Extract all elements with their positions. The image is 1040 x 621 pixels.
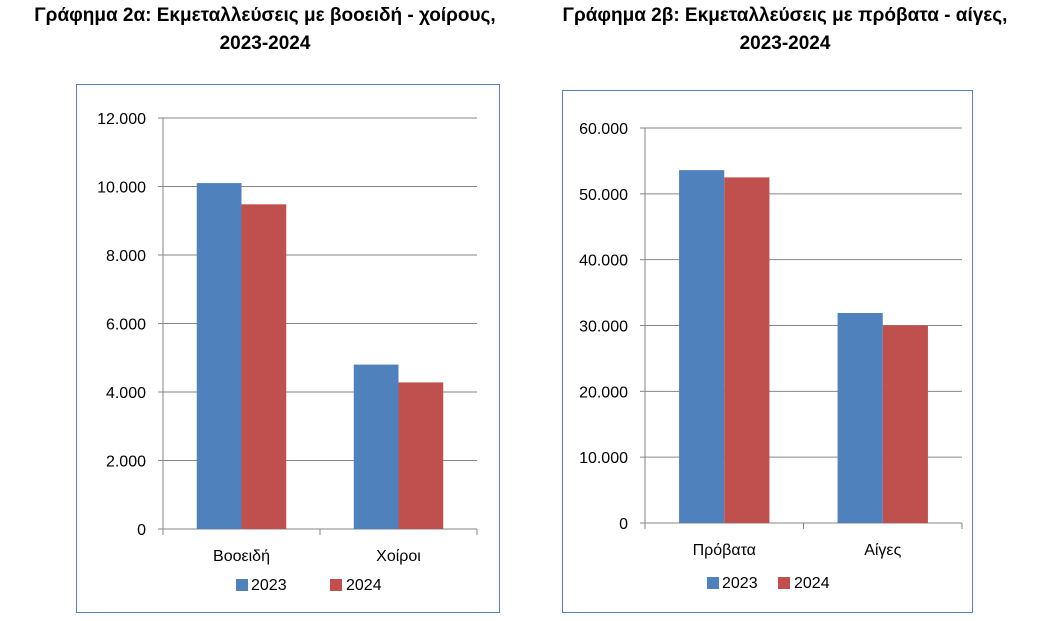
chart-b-ytick-label: 30.000 <box>579 319 628 336</box>
chart-a-ytick-label: 10.000 <box>97 180 146 197</box>
chart-b-ytick-label: 0 <box>619 516 628 533</box>
chart-b-bar-Αίγες-2024 <box>882 325 928 523</box>
chart-b-title: Γράφημα 2β: Εκμεταλλεύσεις με πρόβατα - … <box>530 2 1040 58</box>
chart-a-ytick-label: 8.000 <box>106 248 146 265</box>
chart-a-legend-label-2023: 2023 <box>251 577 287 594</box>
chart-a-ytick-label: 6.000 <box>106 317 146 334</box>
chart-b-category-label: Αίγες <box>864 542 901 559</box>
chart-b-bar-Πρόβατα-2023 <box>679 170 725 523</box>
chart-b-legend-label-2023: 2023 <box>722 575 758 592</box>
chart-b-ytick-label: 60.000 <box>579 121 628 138</box>
chart-a-legend-swatch-2024 <box>330 579 342 591</box>
chart-b-ytick-label: 50.000 <box>579 187 628 204</box>
chart-a-title-line1: Γράφημα 2α: Εκμεταλλεύσεις με βοοειδή - … <box>34 5 496 26</box>
chart-b-title-line2: 2023-2024 <box>739 33 831 54</box>
chart-b-ytick-label: 40.000 <box>579 253 628 270</box>
chart-a-legend-label-2024: 2024 <box>346 577 382 594</box>
chart-a-ytick-label: 0 <box>137 522 146 539</box>
chart-a-ytick-label: 2.000 <box>106 454 146 471</box>
chart-a-bar-Βοοειδή-2024 <box>241 204 287 529</box>
chart-a-category-label: Χοίροι <box>376 548 421 565</box>
chart-a-category-label: Βοοειδή <box>213 548 270 565</box>
chart-b-ytick-label: 10.000 <box>579 450 628 467</box>
chart-b-bar-Αίγες-2023 <box>837 312 883 523</box>
chart-b-title-line1: Γράφημα 2β: Εκμεταλλεύσεις με πρόβατα - … <box>562 5 1008 26</box>
chart-a-ytick-label: 12.000 <box>97 111 146 128</box>
chart-a-bar-Βοοειδή-2023 <box>196 183 242 529</box>
chart-b-legend-swatch-2024 <box>778 577 790 589</box>
chart-b-ytick-label: 20.000 <box>579 384 628 401</box>
chart-a-ytick-label: 4.000 <box>106 385 146 402</box>
chart-b-category-label: Πρόβατα <box>693 542 756 559</box>
chart-a-title-line2: 2023-2024 <box>219 33 311 54</box>
chart-b-legend-swatch-2023 <box>707 577 719 589</box>
chart-b-legend-label-2024: 2024 <box>794 575 830 592</box>
chart-b-bar-Πρόβατα-2024 <box>724 177 770 523</box>
chart-a-legend-swatch-2023 <box>236 579 248 591</box>
chart-a-title: Γράφημα 2α: Εκμεταλλεύσεις με βοοειδή - … <box>0 2 530 58</box>
chart-a-bar-Χοίροι-2024 <box>398 382 444 529</box>
chart-a-bar-Χοίροι-2023 <box>353 364 399 529</box>
